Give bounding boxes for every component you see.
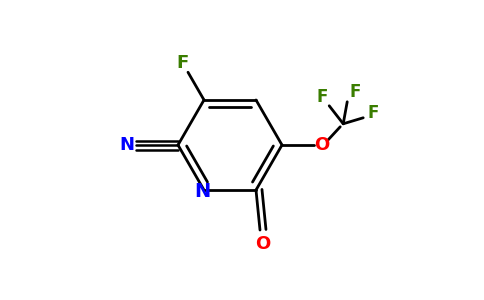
Text: N: N <box>120 136 135 154</box>
Text: F: F <box>176 54 189 72</box>
Text: N: N <box>194 182 210 200</box>
Text: O: O <box>256 235 271 253</box>
Text: F: F <box>367 104 379 122</box>
Text: O: O <box>315 136 330 154</box>
Text: F: F <box>349 83 361 101</box>
Text: F: F <box>317 88 328 106</box>
